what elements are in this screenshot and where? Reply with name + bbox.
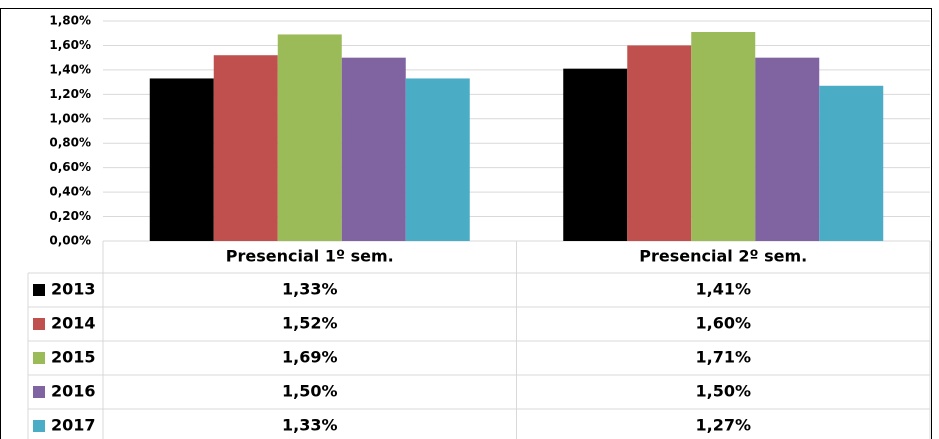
- y-tick-label: 1,60%: [49, 38, 91, 52]
- bar: [277, 34, 342, 241]
- y-tick-label: 0,80%: [49, 136, 91, 150]
- legend-key: [33, 318, 45, 330]
- y-tick-label: 0,20%: [49, 209, 91, 223]
- value-label: 1,60%: [695, 314, 751, 333]
- legend-label: 2016: [51, 382, 96, 401]
- y-tick-label: 0,00%: [49, 234, 91, 248]
- bar: [819, 85, 884, 242]
- legend-label: 2015: [51, 348, 96, 367]
- bar: [213, 55, 278, 241]
- value-label: 1,50%: [695, 382, 751, 401]
- y-tick-label: 0,40%: [49, 185, 91, 199]
- bar: [563, 68, 628, 242]
- value-label: 1,50%: [282, 382, 338, 401]
- y-tick-label: 1,20%: [49, 87, 91, 101]
- x-tick-label: Presencial 1º sem.: [226, 247, 394, 266]
- value-label: 1,33%: [282, 416, 338, 435]
- legend-label: 2013: [51, 280, 96, 299]
- legend-key: [33, 352, 45, 364]
- chart-border: [0, 8, 932, 439]
- value-label: 1,33%: [282, 280, 338, 299]
- legend-key: [33, 386, 45, 398]
- value-label: 1,71%: [695, 348, 751, 367]
- bar: [405, 78, 470, 241]
- x-tick-label: Presencial 2º sem.: [639, 247, 807, 266]
- legend-label: 2014: [51, 314, 96, 333]
- value-label: 1,52%: [282, 314, 338, 333]
- legend-label: 2017: [51, 416, 96, 435]
- bar: [149, 78, 214, 241]
- value-label: 1,69%: [282, 348, 338, 367]
- y-tick-label: 0,60%: [49, 160, 91, 174]
- value-label: 1,41%: [695, 280, 751, 299]
- bar: [627, 45, 692, 241]
- y-tick-label: 1,80%: [49, 14, 91, 28]
- y-tick-label: 1,00%: [49, 111, 91, 125]
- y-tick-label: 1,40%: [49, 62, 91, 76]
- bar: [755, 57, 820, 241]
- bar: [691, 32, 756, 241]
- legend-key: [33, 284, 45, 296]
- value-label: 1,27%: [695, 416, 751, 435]
- legend-key: [33, 420, 45, 432]
- bar: [341, 57, 406, 241]
